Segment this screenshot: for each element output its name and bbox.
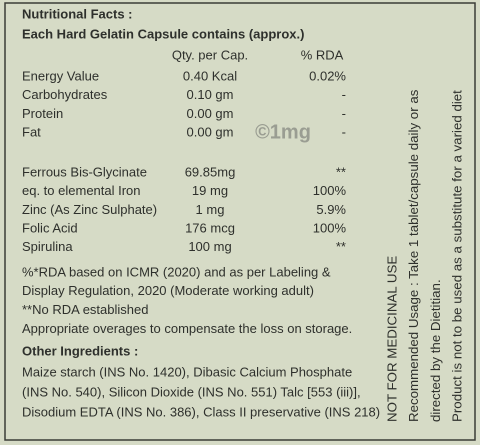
side-line: Recommended Usage : Take 1 tablet/capsul… xyxy=(406,89,421,422)
row-qty: 19 mg xyxy=(192,183,228,198)
side-line: Product is not to be used as a substitut… xyxy=(450,90,465,422)
row-qty: 0.40 Kcal xyxy=(183,68,237,83)
row-rda: ** xyxy=(336,164,346,179)
row-rda: 100% xyxy=(313,221,347,236)
border xyxy=(4,2,476,441)
row-qty: 0.00 gm xyxy=(187,125,234,140)
row-label: Spirulina xyxy=(22,239,73,254)
row-label: Folic Acid xyxy=(22,221,78,236)
note: **No RDA established xyxy=(22,302,148,317)
row-rda: 5.9% xyxy=(316,202,346,217)
row-rda: 100% xyxy=(313,183,347,198)
column-header: Qty. per Cap. xyxy=(172,47,248,62)
row-qty: 176 mcg xyxy=(185,221,235,236)
row-qty: 0.10 gm xyxy=(187,87,234,102)
ingredient-line: Maize starch (INS No. 1420), Dibasic Cal… xyxy=(22,364,352,379)
row-label: Energy Value xyxy=(22,68,99,83)
ingredients-heading: Other Ingredients : xyxy=(22,343,138,358)
note: %*RDA based on ICMR (2020) and as per La… xyxy=(22,264,331,279)
row-label: Fat xyxy=(22,125,41,140)
row-rda: - xyxy=(342,125,346,140)
note: Appropriate overages to compensate the l… xyxy=(22,321,352,336)
row-qty: 69.85mg xyxy=(185,164,236,179)
row-rda: - xyxy=(342,106,346,121)
row-qty: 1 mg xyxy=(196,202,225,217)
row-label: Zinc (As Zinc Sulphate) xyxy=(22,202,157,217)
ingredient-line: (INS No. 540), Silicon Dioxide (INS No. … xyxy=(22,384,361,399)
subtitle: Each Hard Gelatin Capsule contains (appr… xyxy=(22,26,304,41)
side-text: NOT FOR MEDICINAL USE Recommended Usage :… xyxy=(385,89,465,422)
row-label: Protein xyxy=(22,106,63,121)
note: Display Regulation, 2020 (Moderate worki… xyxy=(22,283,314,298)
row-qty: 0.00 gm xyxy=(187,106,234,121)
side-line: directed by the Dietitian. xyxy=(428,279,443,422)
row-label: eq. to elemental Iron xyxy=(22,183,141,198)
row-label: Carbohydrates xyxy=(22,87,108,102)
row-label: Ferrous Bis-Glycinate xyxy=(22,164,147,179)
row-rda: - xyxy=(342,87,346,102)
row-rda: ** xyxy=(336,239,346,254)
ingredient-line: Disodium EDTA (INS No. 386), Class II pr… xyxy=(22,404,380,419)
watermark: ©1mg xyxy=(255,121,311,143)
row-qty: 100 mg xyxy=(188,239,231,254)
column-header: % RDA xyxy=(301,47,344,62)
side-line: NOT FOR MEDICINAL USE xyxy=(385,256,400,422)
title: Nutritional Facts : xyxy=(22,6,133,21)
row-rda: 0.02% xyxy=(309,68,346,83)
